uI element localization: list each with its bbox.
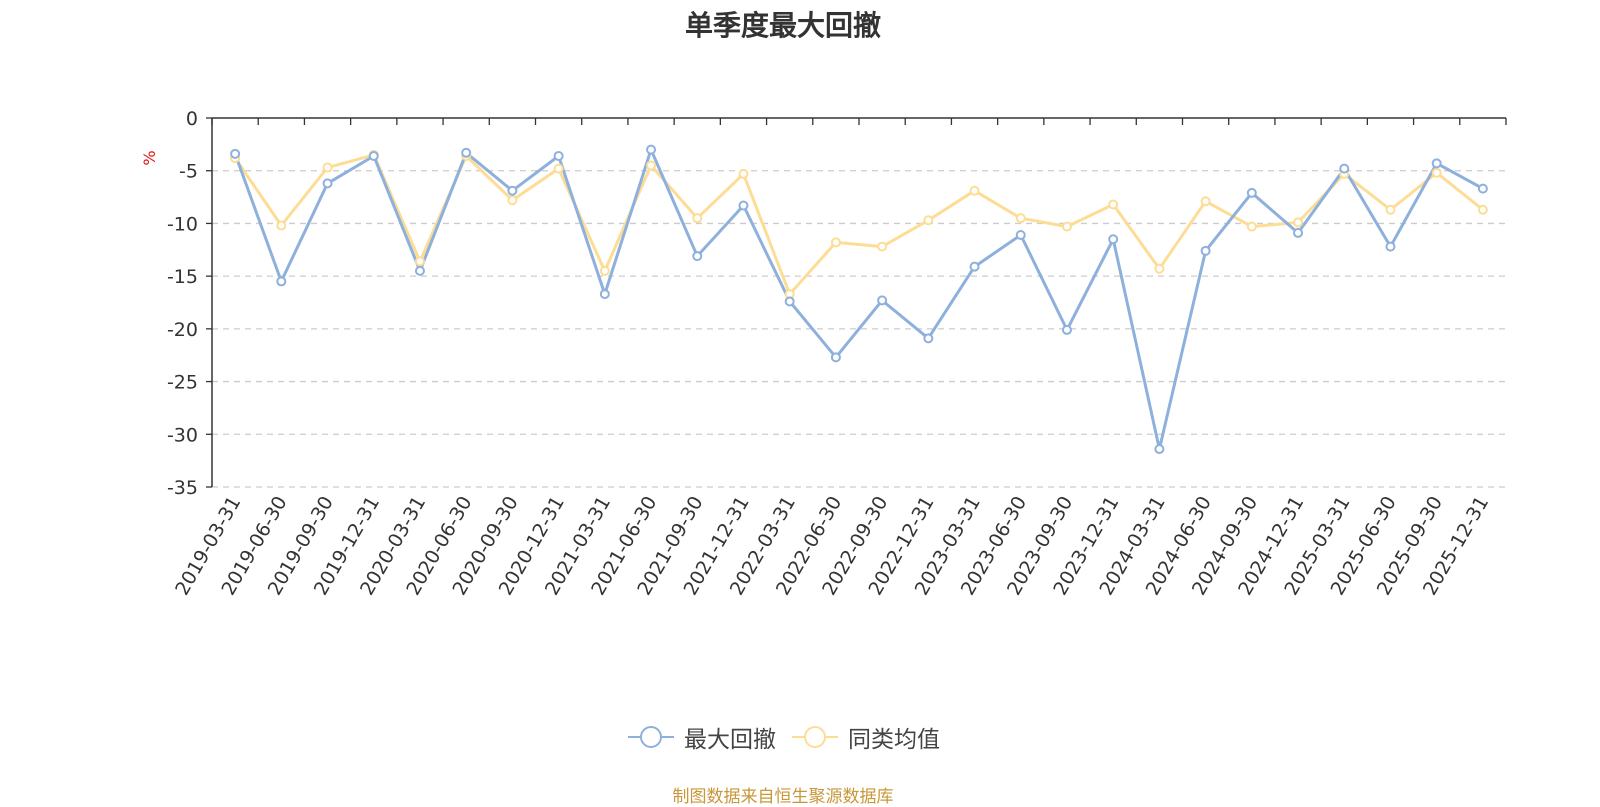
data-point-series-0 (969, 261, 980, 272)
data-point-series-1 (1477, 204, 1488, 215)
data-point-series-0 (322, 178, 333, 189)
data-point-series-0 (646, 144, 657, 155)
data-point-series-0 (368, 150, 379, 161)
data-point-series-0 (923, 333, 934, 344)
data-point-series-1 (923, 215, 934, 226)
data-point-series-1 (414, 256, 425, 267)
y-tick-label: -35 (167, 477, 198, 499)
data-point-series-0 (830, 352, 841, 363)
data-source-footer: 制图数据来自恒生聚源数据库 (672, 787, 894, 807)
data-point-series-0 (276, 276, 287, 287)
data-point-series-1 (692, 213, 703, 224)
legend-item-category-average[interactable]: 同类均值 (790, 720, 940, 754)
data-point-series-0 (1154, 444, 1165, 455)
data-point-series-0 (1200, 245, 1211, 256)
data-point-series-0 (461, 147, 472, 158)
legend-line-circle-icon (628, 726, 674, 748)
data-point-series-0 (1246, 187, 1257, 198)
data-point-series-0 (1015, 230, 1026, 241)
legend-label-category-average: 同类均值 (848, 727, 940, 753)
data-point-series-0 (230, 148, 241, 159)
data-point-series-1 (553, 163, 564, 174)
legend: 最大回撤 同类均值 (0, 720, 1566, 754)
chart-title: 单季度最大回撤 (684, 9, 881, 42)
data-point-series-1 (507, 195, 518, 206)
legend-item-max-drawdown[interactable]: 最大回撤 (626, 720, 776, 754)
data-point-series-0 (414, 265, 425, 276)
line-chart: 0-5-10-15-20-25-30-35%2019-03-312019-06-… (140, 108, 1507, 599)
data-point-series-1 (1154, 263, 1165, 274)
legend-label-max-drawdown: 最大回撤 (684, 727, 776, 753)
data-point-series-0 (738, 200, 749, 211)
data-point-series-1 (322, 162, 333, 173)
data-point-series-0 (553, 150, 564, 161)
data-point-series-1 (1200, 196, 1211, 207)
data-point-series-1 (599, 265, 610, 276)
y-tick-label: -15 (167, 266, 198, 288)
series-line-0 (233, 148, 1484, 451)
data-point-series-0 (1108, 234, 1119, 245)
data-point-series-1 (1431, 167, 1442, 178)
data-point-series-1 (1293, 217, 1304, 228)
data-point-series-0 (877, 295, 888, 306)
legend-line-circle-icon (792, 726, 838, 748)
data-point-series-1 (276, 220, 287, 231)
data-point-series-1 (969, 185, 980, 196)
data-point-series-0 (599, 289, 610, 300)
data-point-series-0 (784, 296, 795, 307)
data-point-series-0 (1339, 163, 1350, 174)
y-tick-label: 0 (186, 108, 198, 130)
data-point-series-1 (830, 237, 841, 248)
data-point-series-1 (877, 241, 888, 252)
data-point-series-0 (1293, 227, 1304, 238)
data-point-series-1 (1385, 204, 1396, 215)
y-tick-label: -30 (167, 424, 198, 446)
y-axis-unit-label: % (140, 150, 159, 165)
y-tick-label: -20 (167, 319, 198, 341)
y-tick-label: -10 (167, 213, 198, 235)
data-point-series-0 (507, 185, 518, 196)
y-tick-label: -25 (167, 372, 198, 394)
data-point-series-1 (1246, 221, 1257, 232)
data-point-series-0 (1431, 158, 1442, 169)
data-point-series-0 (692, 251, 703, 262)
data-point-series-0 (1477, 183, 1488, 194)
data-point-series-1 (1061, 221, 1072, 232)
data-point-series-1 (1015, 213, 1026, 224)
data-point-series-1 (1108, 199, 1119, 210)
data-point-series-0 (1385, 241, 1396, 252)
data-point-series-1 (646, 160, 657, 171)
y-tick-label: -5 (179, 161, 198, 183)
data-point-series-1 (738, 168, 749, 179)
data-point-series-0 (1061, 324, 1072, 335)
